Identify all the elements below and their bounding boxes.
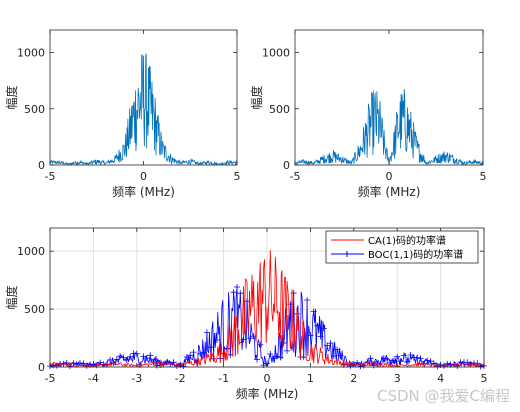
legend-marker (344, 251, 350, 257)
y-tick-label: 1000 (262, 47, 290, 60)
x-tick-label: 5 (480, 170, 487, 183)
series-line-1 (49, 250, 485, 368)
x-tick-label: 2 (350, 372, 357, 385)
y-tick-label: 0 (283, 159, 290, 172)
x-tick-label: 1 (307, 372, 314, 385)
x-tick-label: -5 (45, 170, 56, 183)
x-tick-label: 0 (140, 170, 147, 183)
y-tick-label: 0 (38, 361, 45, 374)
y-axis-label: 幅度 (249, 85, 264, 109)
x-tick-label: -4 (88, 372, 99, 385)
legend-box (325, 230, 479, 264)
y-axis-label: 幅度 (4, 285, 19, 309)
y-axis-label: 幅度 (4, 85, 19, 109)
x-tick-label: 0 (264, 372, 271, 385)
x-tick-label: -2 (175, 372, 186, 385)
watermark: CSDN @我爱C编程 (376, 387, 510, 405)
x-tick-label: 5 (481, 372, 488, 385)
legend-entry: CA(1)码的功率谱 (368, 234, 446, 247)
x-tick-label: -1 (218, 372, 229, 385)
x-tick-label: 0 (386, 170, 393, 183)
x-axis-label: 频率 (MHz) (112, 184, 175, 199)
y-tick-label: 1000 (17, 47, 45, 60)
y-tick-label: 500 (24, 303, 45, 316)
y-tick-label: 500 (269, 103, 290, 116)
x-tick-label: 5 (234, 170, 241, 183)
x-tick-label: 3 (394, 372, 401, 385)
x-axis-label: 频率 (MHz) (358, 184, 421, 199)
y-tick-label: 1000 (17, 245, 45, 258)
y-tick-label: 500 (24, 103, 45, 116)
chart-bottom: -5 -4 -3 -2 -1 0 1 2 3 4 5 0 500 1000 频率 (MHz) 幅度 CA(1)码… (4, 227, 488, 401)
x-tick-label: -5 (45, 372, 56, 385)
x-tick-label: -5 (290, 170, 301, 183)
x-tick-label: -3 (131, 372, 142, 385)
x-axis-label: 频率 (MHz) (236, 386, 299, 401)
series-line-1 (49, 53, 238, 167)
x-tick-label: 4 (437, 372, 444, 385)
legend-entry: BOC(1,1)码的功率谱 (368, 248, 463, 261)
y-tick-label: 0 (38, 159, 45, 172)
plot-area (295, 30, 483, 165)
